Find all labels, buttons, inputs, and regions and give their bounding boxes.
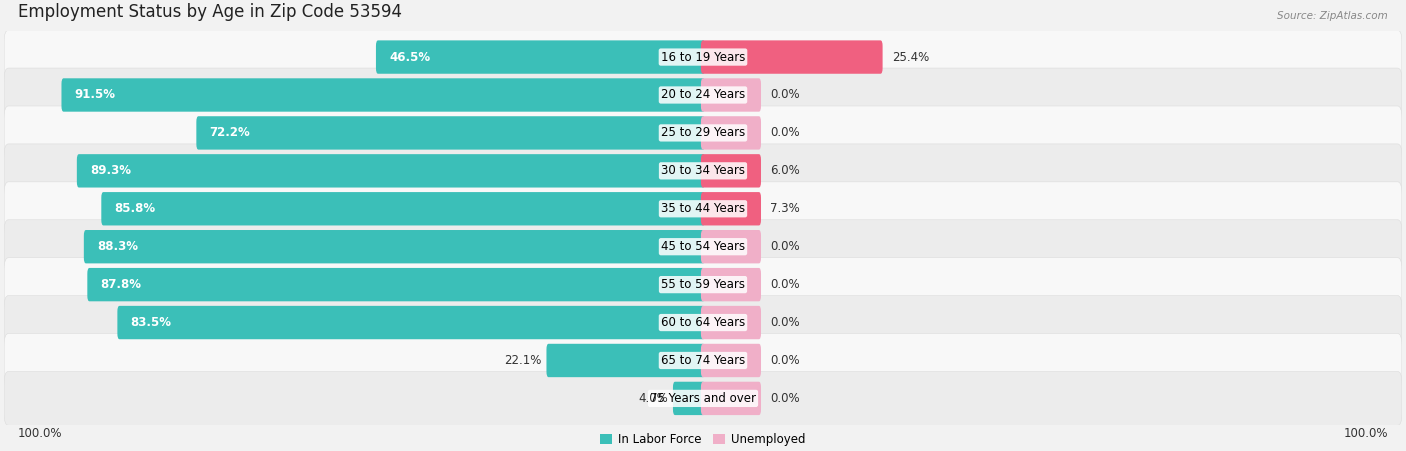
FancyBboxPatch shape [4,30,1402,84]
Text: 87.8%: 87.8% [101,278,142,291]
Text: 0.0%: 0.0% [770,354,800,367]
FancyBboxPatch shape [702,116,761,150]
Text: 85.8%: 85.8% [114,202,156,215]
FancyBboxPatch shape [62,78,704,112]
Text: 16 to 19 Years: 16 to 19 Years [661,51,745,64]
FancyBboxPatch shape [77,154,704,188]
Legend: In Labor Force, Unemployed: In Labor Force, Unemployed [596,428,810,451]
FancyBboxPatch shape [702,268,761,301]
Text: 0.0%: 0.0% [770,316,800,329]
Text: 0.0%: 0.0% [770,278,800,291]
FancyBboxPatch shape [4,334,1402,387]
FancyBboxPatch shape [702,78,761,112]
Text: 25 to 29 Years: 25 to 29 Years [661,126,745,139]
FancyBboxPatch shape [4,220,1402,274]
Text: 0.0%: 0.0% [770,392,800,405]
FancyBboxPatch shape [4,144,1402,198]
FancyBboxPatch shape [197,116,704,150]
FancyBboxPatch shape [702,344,761,377]
Text: 83.5%: 83.5% [131,316,172,329]
FancyBboxPatch shape [4,182,1402,236]
FancyBboxPatch shape [702,41,883,74]
Text: 6.0%: 6.0% [770,164,800,177]
FancyBboxPatch shape [4,295,1402,350]
Text: Source: ZipAtlas.com: Source: ZipAtlas.com [1277,11,1388,21]
Text: 65 to 74 Years: 65 to 74 Years [661,354,745,367]
FancyBboxPatch shape [117,306,704,339]
FancyBboxPatch shape [4,372,1402,425]
Text: 7.3%: 7.3% [770,202,800,215]
FancyBboxPatch shape [375,41,704,74]
Text: 60 to 64 Years: 60 to 64 Years [661,316,745,329]
Text: 55 to 59 Years: 55 to 59 Years [661,278,745,291]
Text: 45 to 54 Years: 45 to 54 Years [661,240,745,253]
Text: 0.0%: 0.0% [770,240,800,253]
FancyBboxPatch shape [4,258,1402,312]
Text: 91.5%: 91.5% [75,88,115,101]
FancyBboxPatch shape [702,306,761,339]
Text: 89.3%: 89.3% [90,164,131,177]
Text: 72.2%: 72.2% [209,126,250,139]
Text: 4.0%: 4.0% [638,392,668,405]
FancyBboxPatch shape [101,192,704,226]
Text: Employment Status by Age in Zip Code 53594: Employment Status by Age in Zip Code 535… [18,3,402,21]
Text: 22.1%: 22.1% [505,354,541,367]
Text: 46.5%: 46.5% [389,51,430,64]
FancyBboxPatch shape [87,268,704,301]
Text: 30 to 34 Years: 30 to 34 Years [661,164,745,177]
FancyBboxPatch shape [4,68,1402,122]
Text: 0.0%: 0.0% [770,88,800,101]
FancyBboxPatch shape [84,230,704,263]
Text: 75 Years and over: 75 Years and over [650,392,756,405]
Text: 100.0%: 100.0% [18,427,63,440]
Text: 88.3%: 88.3% [97,240,138,253]
FancyBboxPatch shape [673,382,704,415]
FancyBboxPatch shape [702,230,761,263]
Text: 20 to 24 Years: 20 to 24 Years [661,88,745,101]
FancyBboxPatch shape [4,106,1402,160]
FancyBboxPatch shape [702,382,761,415]
Text: 0.0%: 0.0% [770,126,800,139]
FancyBboxPatch shape [547,344,704,377]
Text: 25.4%: 25.4% [891,51,929,64]
Text: 35 to 44 Years: 35 to 44 Years [661,202,745,215]
FancyBboxPatch shape [702,192,761,226]
FancyBboxPatch shape [702,154,761,188]
Text: 100.0%: 100.0% [1343,427,1388,440]
